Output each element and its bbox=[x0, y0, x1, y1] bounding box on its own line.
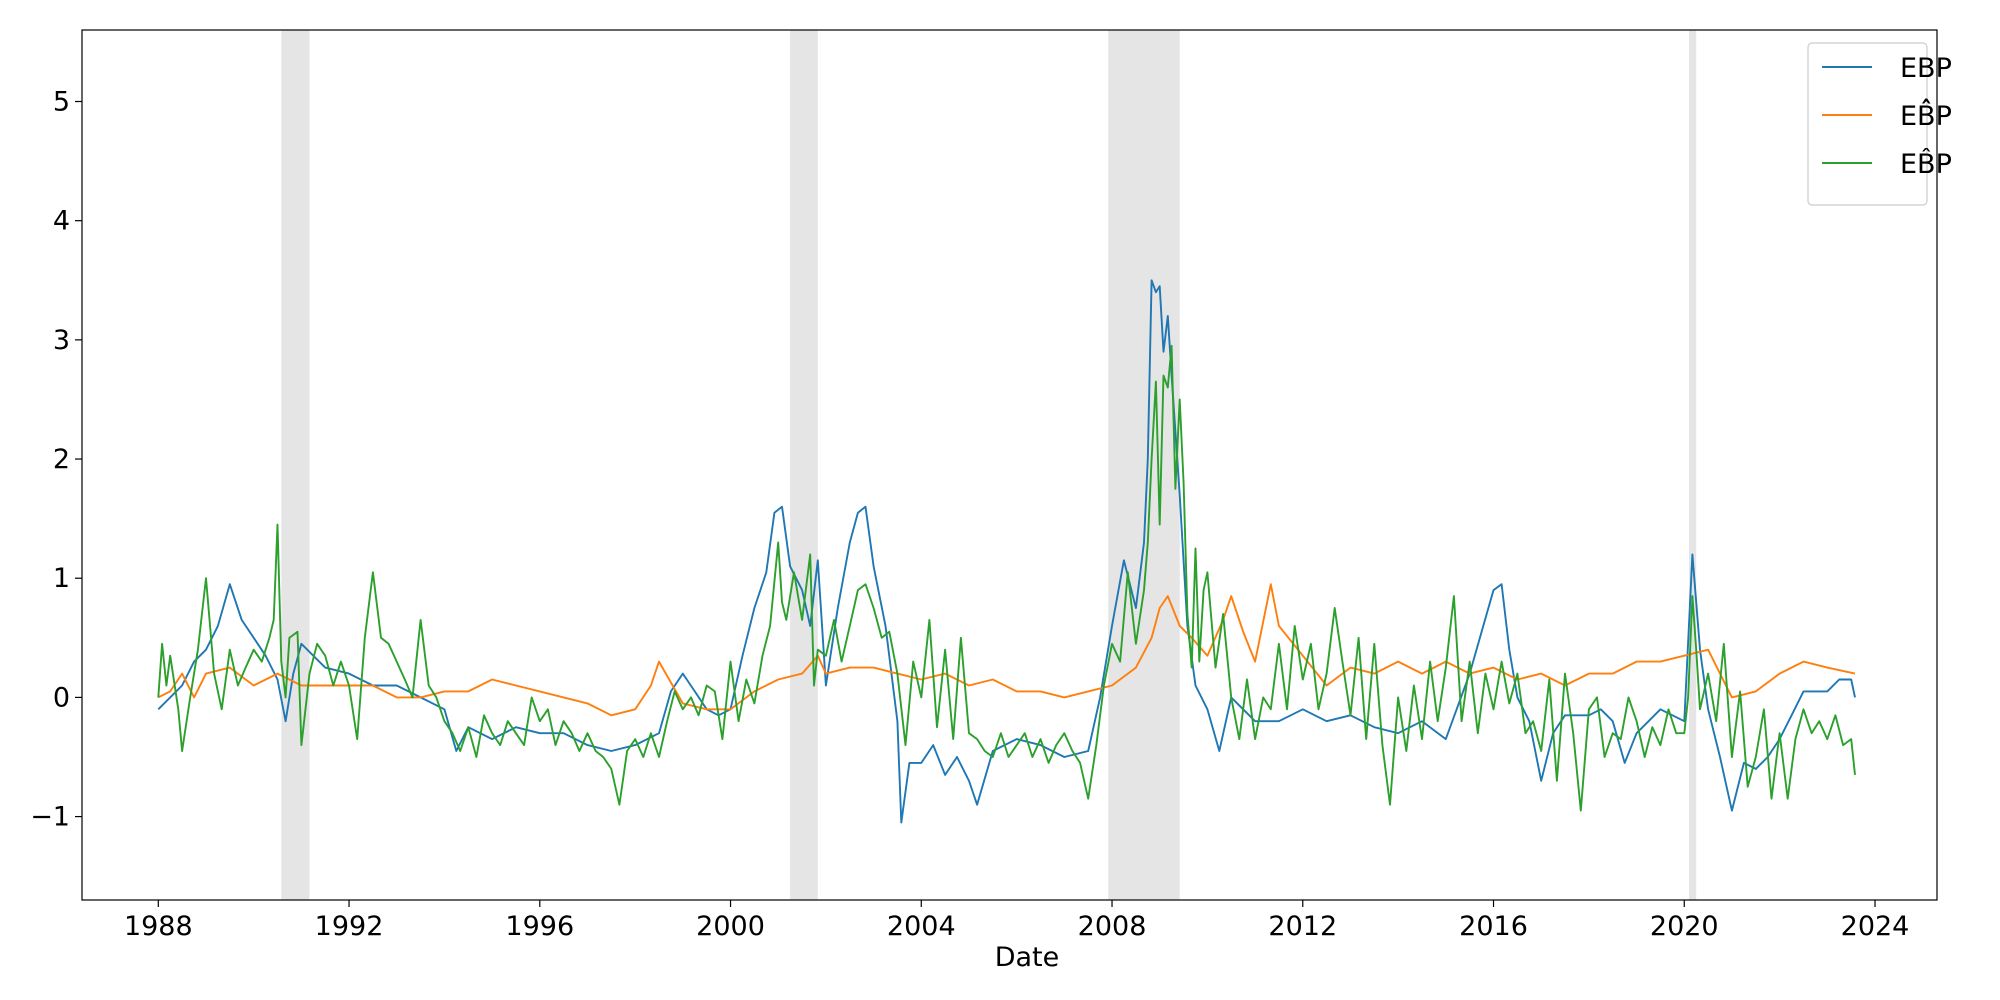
recession-band-2 bbox=[1108, 30, 1180, 900]
y-tick-label: 2 bbox=[53, 444, 70, 475]
x-tick-label: 2000 bbox=[696, 911, 765, 942]
plot-frame bbox=[81, 29, 1938, 901]
x-tick-label: 2024 bbox=[1841, 911, 1910, 942]
x-tick-label: 2012 bbox=[1268, 911, 1337, 942]
y-tick-label: 0 bbox=[53, 682, 70, 713]
x-tick-label: 2008 bbox=[1078, 911, 1147, 942]
y-tick-label: 5 bbox=[53, 87, 70, 118]
y-tick-label: −1 bbox=[30, 802, 70, 833]
y-tick-label: 1 bbox=[53, 563, 70, 594]
y-tick-label: 4 bbox=[53, 206, 70, 237]
y-tick-label: 3 bbox=[53, 325, 70, 356]
series-line-2 bbox=[157, 344, 1856, 812]
legend-box bbox=[1807, 42, 1928, 206]
x-tick-label: 2020 bbox=[1650, 911, 1719, 942]
series-line-1 bbox=[157, 583, 1856, 717]
legend-label-2: EB̂P bbox=[1900, 148, 1952, 180]
x-axis-title: Date bbox=[995, 942, 1060, 973]
recession-band-0 bbox=[281, 30, 310, 900]
series-lines bbox=[157, 279, 1856, 824]
x-tick-label: 1988 bbox=[124, 911, 193, 942]
recession-band-1 bbox=[790, 30, 818, 900]
x-tick-label: 1992 bbox=[315, 911, 384, 942]
legend-label-1: EB̂̂P bbox=[1900, 98, 1952, 132]
x-tick-label: 1996 bbox=[505, 911, 574, 942]
legend-label-0: EBP bbox=[1900, 53, 1952, 84]
series-line-0 bbox=[157, 279, 1856, 824]
recession-band-3 bbox=[1689, 30, 1697, 900]
x-axis-ticks: 1988 1992 1996 2000 2004 2008 2012 2016 2020 2024 bbox=[124, 900, 1909, 942]
y-axis-ticks: −1 0 1 2 3 4 5 bbox=[30, 87, 82, 833]
x-tick-label: 2004 bbox=[887, 911, 956, 942]
legend: EBP EB̂̂P EB̂P bbox=[1807, 42, 1952, 206]
x-tick-label: 2016 bbox=[1459, 911, 1528, 942]
recession-bands bbox=[281, 30, 1697, 900]
